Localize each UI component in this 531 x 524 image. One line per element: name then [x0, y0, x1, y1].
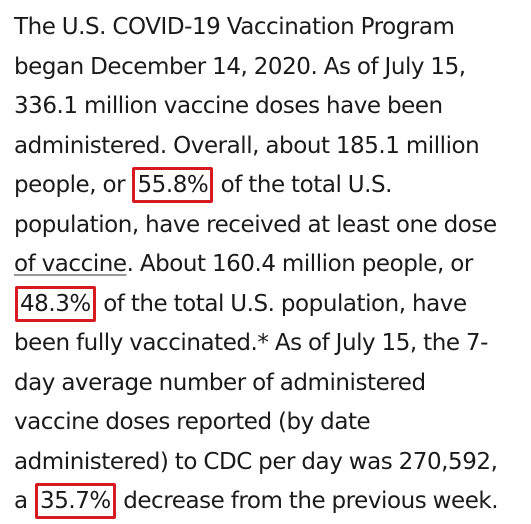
text-line: began December 14, 2020. As of July 15, [14, 53, 466, 80]
text-line: day average number of administered [14, 369, 426, 396]
text-segment: people, or [14, 172, 132, 198]
text-line: a 35.7% decrease from the previous week. [14, 482, 526, 522]
text-line: 48.3% of the total U.S. population, have [14, 285, 526, 325]
text-segment: a [14, 488, 35, 514]
text-segment: decrease from the previous week. [116, 488, 499, 514]
text-line: administered) to CDC per day was 270,592… [14, 448, 498, 475]
highlight-percent-decrease: 35.7% [35, 483, 116, 519]
text-segment: of the total U.S. [214, 172, 393, 198]
text-line: 336.1 million vaccine doses have been [14, 93, 443, 119]
of-vaccine-link[interactable]: of vaccine [14, 251, 127, 277]
highlight-percent-fully-vaccinated: 48.3% [15, 285, 96, 322]
text-line: population, have received at least one d… [14, 211, 497, 238]
text-line: vaccine doses reported (by date [14, 409, 371, 435]
text-line: administered. Overall, about 185.1 milli… [14, 132, 480, 159]
text-line: been fully vaccinated.* As of July 15, t… [14, 330, 488, 356]
vaccination-paragraph: The U.S. COVID-19 Vaccination Program be… [14, 8, 526, 522]
text-line: The U.S. COVID-19 Vaccination Program [14, 14, 455, 40]
text-segment: . About 160.4 million people, or [126, 251, 474, 277]
text-line: of vaccine. About 160.4 million people, … [14, 245, 526, 285]
highlight-percent-at-least-one-dose: 55.8% [132, 167, 214, 203]
text-line: people, or 55.8% of the total U.S. [14, 166, 526, 206]
text-segment: of the total U.S. population, have [96, 290, 467, 317]
